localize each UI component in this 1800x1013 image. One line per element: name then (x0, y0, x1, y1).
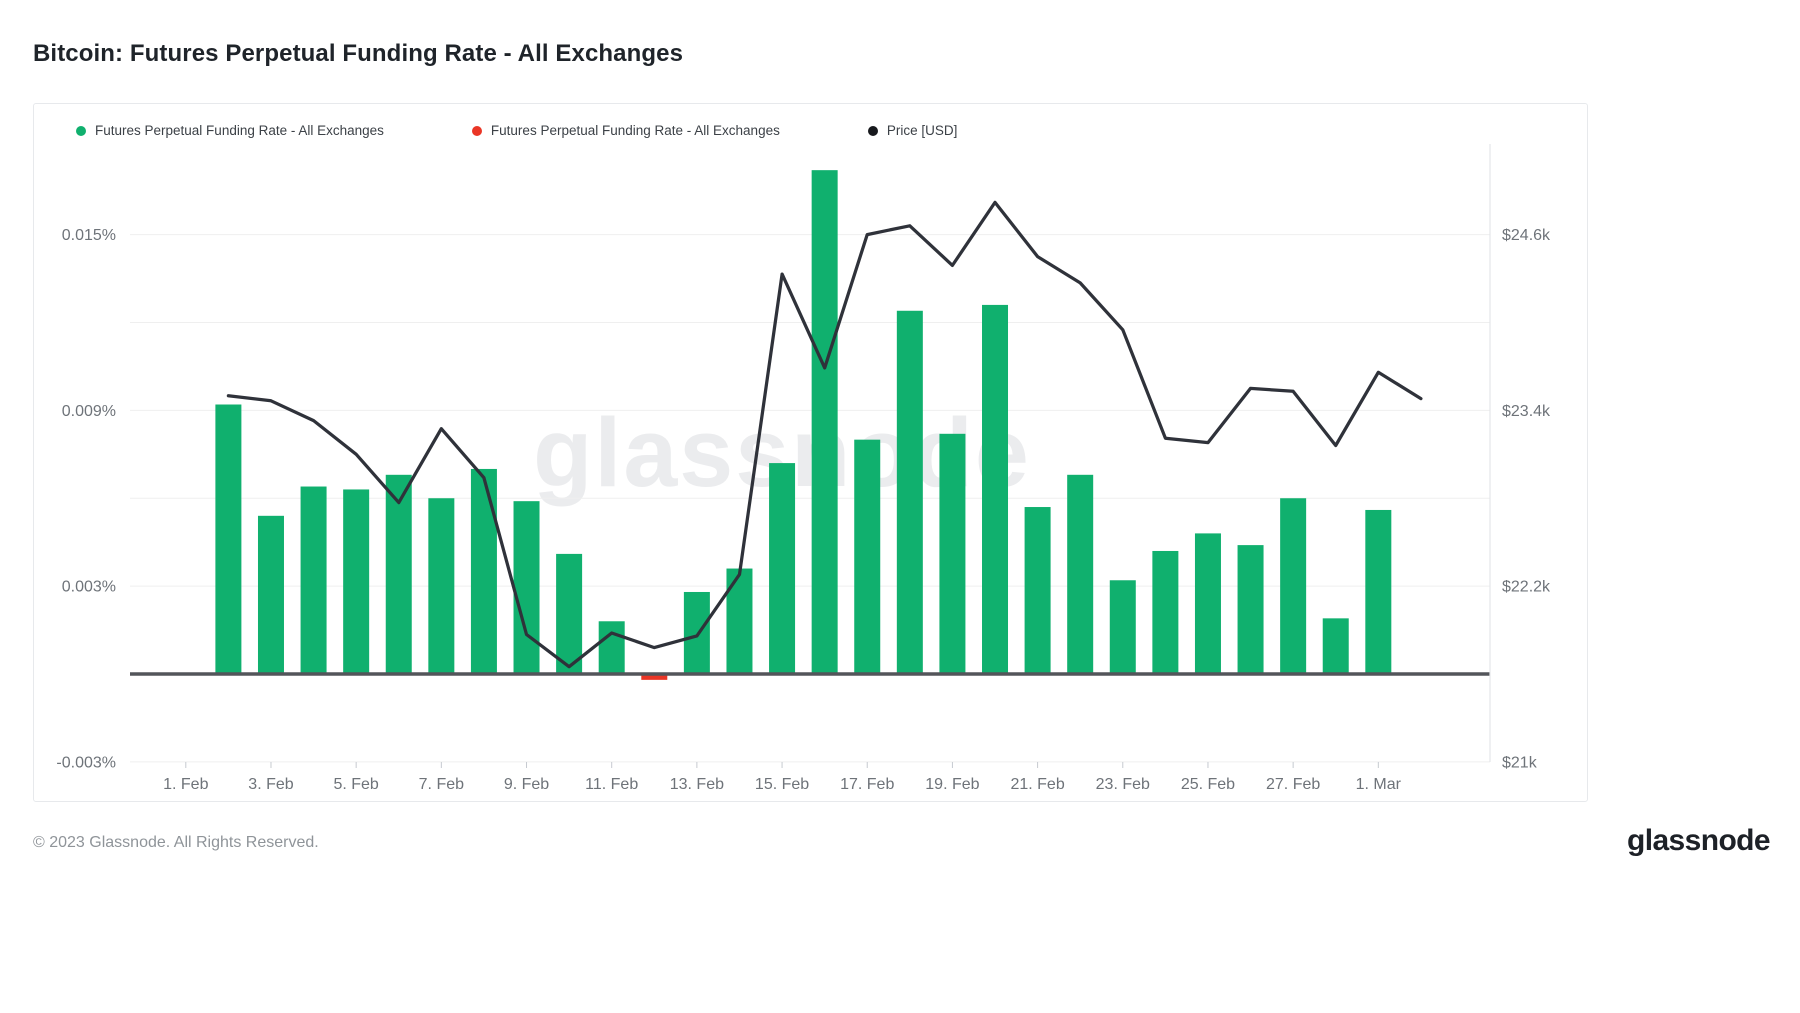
x-axis-label: 3. Feb (248, 776, 293, 793)
x-axis-label: 9. Feb (504, 776, 549, 793)
legend-item-label: Futures Perpetual Funding Rate - All Exc… (95, 123, 384, 138)
funding-bar (854, 439, 881, 674)
x-axis-label: 21. Feb (1010, 776, 1064, 793)
x-axis-label: 25. Feb (1181, 776, 1235, 793)
funding-bar (343, 489, 370, 674)
funding-bar (726, 568, 753, 674)
funding-bar (1322, 618, 1349, 674)
funding-bar (769, 463, 796, 674)
x-axis-label: 23. Feb (1096, 776, 1150, 793)
y-axis-label-left: 0.009% (62, 403, 116, 420)
funding-bar (215, 404, 242, 674)
page-title: Bitcoin: Futures Perpetual Funding Rate … (33, 40, 684, 67)
footer-copyright: © 2023 Glassnode. All Rights Reserved. (33, 834, 319, 851)
funding-bar (300, 486, 327, 674)
y-axis-label-left: -0.003% (56, 754, 116, 771)
funding-bar (428, 498, 455, 674)
legend-item-label: Price [USD] (886, 123, 958, 138)
x-axis-label: 7. Feb (419, 776, 464, 793)
funding-bar (896, 310, 923, 674)
price-line (226, 200, 1423, 669)
x-axis-label: 19. Feb (925, 776, 979, 793)
y-axis-label-right: $21k (1502, 754, 1538, 771)
funding-bar (385, 474, 412, 674)
y-axis-label-left: 0.015% (62, 227, 116, 244)
legend-item-price-usd[interactable]: Price [USD] (867, 123, 958, 138)
funding-bar (982, 304, 1009, 674)
legend-item-funding-rate-positive[interactable]: Futures Perpetual Funding Rate - All Exc… (76, 123, 384, 138)
funding-bar (1194, 533, 1221, 674)
x-axis-label: 11. Feb (585, 776, 638, 793)
funding-bar (683, 591, 710, 674)
funding-bar (1280, 498, 1307, 674)
legend-item-funding-rate-negative[interactable]: Futures Perpetual Funding Rate - All Exc… (471, 123, 780, 138)
y-axis-label-left: 0.003% (62, 579, 116, 596)
funding-bar (1109, 580, 1136, 674)
funding-bar (513, 501, 540, 674)
funding-bar (598, 621, 625, 674)
x-axis-label: 27. Feb (1266, 776, 1320, 793)
x-axis-label: 5. Feb (333, 776, 378, 793)
y-axis-label-right: $22.2k (1502, 579, 1551, 596)
funding-bar (257, 515, 284, 674)
funding-bar (1024, 507, 1051, 674)
legend-dot-red-icon (471, 125, 482, 136)
funding-bar (556, 553, 583, 674)
chart-legend: Futures Perpetual Funding Rate - All Exc… (76, 123, 957, 138)
funding-bar (1365, 509, 1392, 674)
x-axis-label: 17. Feb (840, 776, 894, 793)
x-axis-label: 1. Mar (1356, 776, 1402, 793)
legend-dot-black-icon (867, 125, 878, 136)
x-axis-label: 13. Feb (670, 776, 724, 793)
chart-card: Futures Perpetual Funding Rate - All Exc… (33, 103, 1588, 802)
funding-bar-negative (641, 674, 668, 680)
funding-bar (1237, 545, 1264, 674)
legend-item-label: Futures Perpetual Funding Rate - All Exc… (490, 123, 780, 138)
y-axis-label-right: $23.4k (1502, 403, 1551, 420)
y-axis-label-right: $24.6k (1502, 227, 1551, 244)
funding-bar (1067, 474, 1094, 674)
x-axis-label: 1. Feb (163, 776, 208, 793)
funding-bar (939, 433, 966, 674)
funding-bar (470, 468, 497, 674)
x-axis-label: 15. Feb (755, 776, 809, 793)
glassnode-logo[interactable]: glassnode (1627, 824, 1771, 857)
funding-bar (1152, 550, 1179, 674)
legend-dot-green-icon (76, 125, 86, 136)
funding-bar (811, 170, 838, 674)
